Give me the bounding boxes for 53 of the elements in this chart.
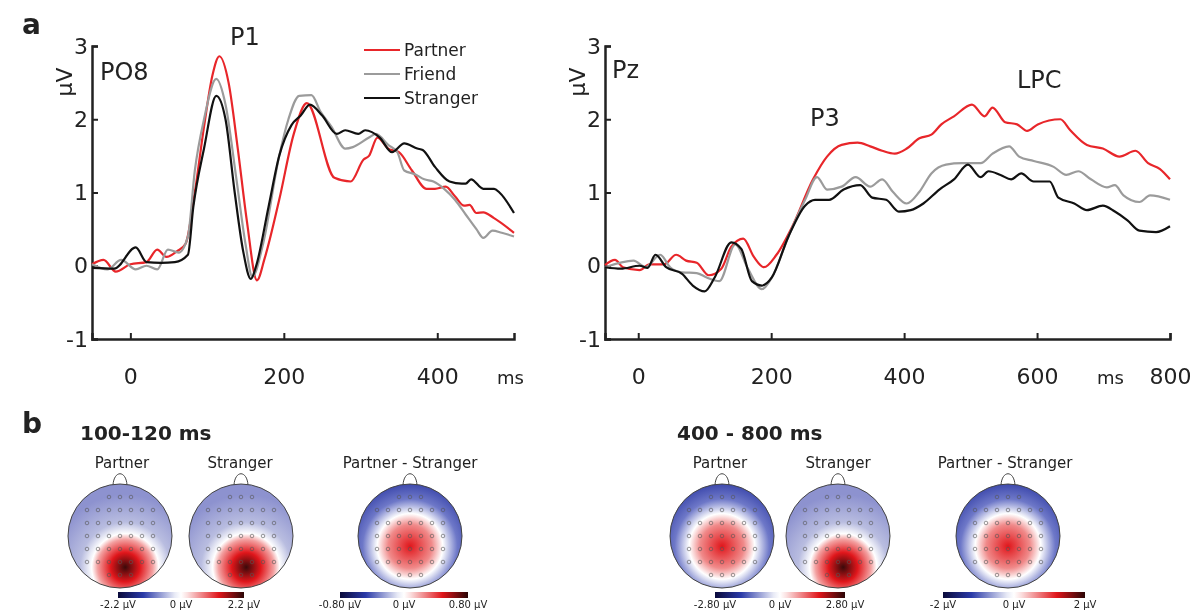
text: -0.80 μV xyxy=(318,599,362,610)
annotation: P3 xyxy=(810,104,840,132)
text: b xyxy=(22,407,43,440)
x-tick-label: 200 xyxy=(263,363,306,389)
annotation: P1 xyxy=(230,23,260,51)
y-tick-label: 2 xyxy=(74,106,88,132)
annotation: Pz xyxy=(612,56,640,84)
legend-label: Stranger xyxy=(404,87,478,108)
text: -2 μV xyxy=(929,599,957,610)
x-axis-title: ms xyxy=(497,367,524,388)
text: 400 - 800 ms xyxy=(677,421,823,445)
text: 0.80 μV xyxy=(448,599,488,610)
x-axis-title: ms xyxy=(1097,367,1124,388)
x-tick-label: 400 xyxy=(416,363,459,389)
text: 2.80 μV xyxy=(825,599,865,610)
text: 0 μV xyxy=(169,599,193,610)
y-axis-title: μV xyxy=(565,67,590,97)
text: 2.2 μV xyxy=(227,599,261,610)
text: -2.80 μV xyxy=(693,599,737,610)
text: Stranger xyxy=(805,454,872,472)
legend-label: Friend xyxy=(404,63,457,84)
text: 0 μV xyxy=(768,599,792,610)
text: 2 μV xyxy=(1073,599,1097,610)
text: 0 μV xyxy=(1002,599,1026,610)
text: -2.2 μV xyxy=(100,599,137,610)
y-tick-label: 1 xyxy=(587,180,601,206)
text: Partner - Stranger xyxy=(342,454,479,472)
y-tick-label: -1 xyxy=(579,326,601,352)
line-series xyxy=(603,103,1172,277)
x-tick-label: 0 xyxy=(123,363,138,389)
y-tick-label: 0 xyxy=(74,253,88,279)
x-tick-label: 200 xyxy=(750,363,793,389)
x-tick-label: 600 xyxy=(1016,363,1059,389)
y-tick-label: 3 xyxy=(587,33,601,59)
x-tick-label: 800 xyxy=(1149,363,1192,389)
y-tick-label: 0 xyxy=(587,253,601,279)
y-tick-label: 3 xyxy=(74,33,88,59)
y-tick-label: 2 xyxy=(587,106,601,132)
text: 100-120 ms xyxy=(80,421,212,445)
text: Stranger xyxy=(207,454,274,472)
text: Partner xyxy=(94,454,151,472)
text: a xyxy=(22,8,41,41)
text: Partner xyxy=(692,454,749,472)
text: Partner - Stranger xyxy=(937,454,1074,472)
x-tick-label: 0 xyxy=(631,363,646,389)
y-axis-title: μV xyxy=(52,67,77,97)
annotation: LPC xyxy=(1017,66,1062,94)
text: 0 μV xyxy=(392,599,416,610)
x-tick-label: 400 xyxy=(883,363,926,389)
legend-label: Partner xyxy=(404,39,466,60)
y-tick-label: -1 xyxy=(66,326,88,352)
y-tick-label: 1 xyxy=(74,180,88,206)
annotation: PO8 xyxy=(100,58,149,86)
